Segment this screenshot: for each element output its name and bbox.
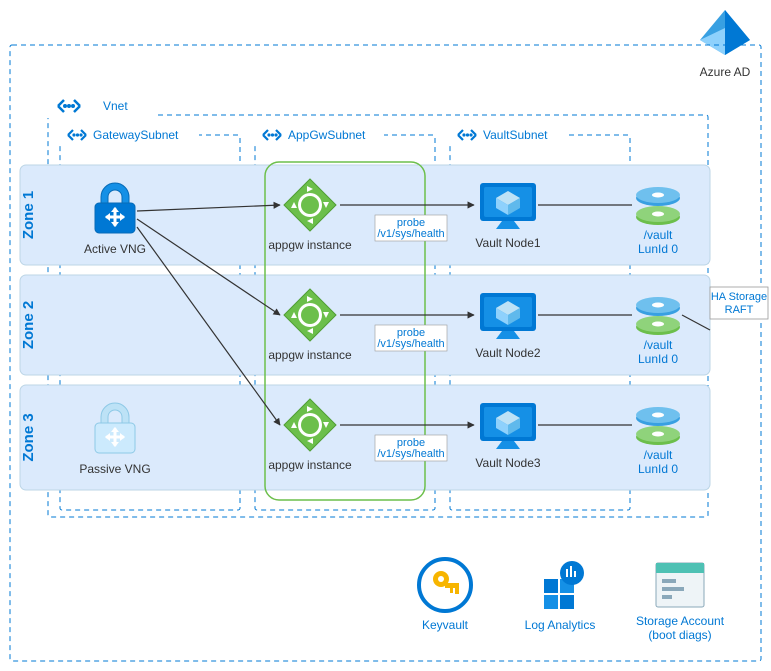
log-analytics-icon: Log Analytics bbox=[525, 561, 596, 632]
vault-node-icon: Vault Node3 bbox=[475, 403, 540, 470]
storage-bottom-label: LunId 0 bbox=[638, 352, 678, 366]
probe-line2: /v1/sys/health bbox=[377, 338, 444, 350]
vault-node-icon: Vault Node1 bbox=[475, 183, 540, 250]
keyvault-icon: Keyvault bbox=[419, 559, 471, 632]
vng-label: Active VNG bbox=[84, 242, 146, 256]
storage-account-label: Storage Account bbox=[636, 614, 725, 628]
storage-disk-icon: /vaultLunId 0 bbox=[636, 407, 680, 476]
appgw-label: appgw instance bbox=[268, 238, 352, 252]
vault-node-label: Vault Node1 bbox=[475, 236, 540, 250]
probe-label: probe/v1/sys/health bbox=[375, 435, 447, 461]
gateway-subnet-label: GatewaySubnet bbox=[93, 128, 179, 142]
vnet-icon: Vnet bbox=[47, 94, 157, 118]
log-analytics-label: Log Analytics bbox=[525, 618, 596, 632]
vault-subnet-label: VaultSubnet bbox=[483, 128, 548, 142]
storage-disk-icon: /vaultLunId 0 bbox=[636, 187, 680, 256]
probe-line2: /v1/sys/health bbox=[377, 228, 444, 240]
storage-bottom-label: LunId 0 bbox=[638, 462, 678, 476]
appgw-subnet-label: AppGwSubnet bbox=[288, 128, 366, 142]
vault-node-label: Vault Node2 bbox=[475, 346, 540, 360]
zone-label: Zone 3 bbox=[20, 413, 37, 461]
storage-top-label: /vault bbox=[644, 228, 673, 242]
vault-node-label: Vault Node3 bbox=[475, 456, 540, 470]
services-row: Keyvault Log Analytics Storage Account(boo… bbox=[419, 559, 725, 642]
storage-bottom-label: LunId 0 bbox=[638, 242, 678, 256]
zone-label: Zone 2 bbox=[20, 301, 37, 349]
probe-label: probe/v1/sys/health bbox=[375, 215, 447, 241]
appgw-label: appgw instance bbox=[268, 348, 352, 362]
vault-node-icon: Vault Node2 bbox=[475, 293, 540, 360]
vnet-label: Vnet bbox=[103, 99, 128, 113]
ha-storage-line2: RAFT bbox=[725, 304, 754, 316]
vng-label: Passive VNG bbox=[79, 462, 150, 476]
zone-strip bbox=[20, 275, 710, 375]
storage-account-sublabel: (boot diags) bbox=[648, 628, 711, 642]
zone-label: Zone 1 bbox=[20, 191, 37, 239]
appgw-label: appgw instance bbox=[268, 458, 352, 472]
ha-storage-line1: HA Storage bbox=[711, 291, 767, 303]
keyvault-label: Keyvault bbox=[422, 618, 469, 632]
ha-storage-box: HA Storage RAFT bbox=[710, 287, 768, 319]
probe-label: probe/v1/sys/health bbox=[375, 325, 447, 351]
storage-top-label: /vault bbox=[644, 338, 673, 352]
probe-line2: /v1/sys/health bbox=[377, 448, 444, 460]
storage-top-label: /vault bbox=[644, 448, 673, 462]
azure-ad-label: Azure AD bbox=[700, 65, 751, 79]
storage-disk-icon: /vaultLunId 0 bbox=[636, 297, 680, 366]
storage-account-icon: Storage Account(boot diags) bbox=[636, 563, 725, 642]
architecture-diagram: Azure AD Vnet GatewaySubnet bbox=[0, 0, 771, 671]
